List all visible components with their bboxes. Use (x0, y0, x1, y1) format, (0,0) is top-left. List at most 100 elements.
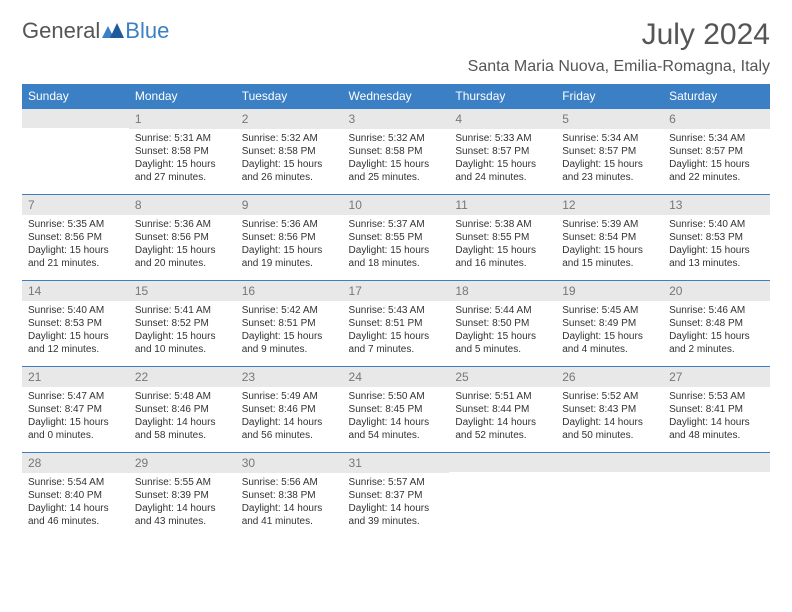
weekday-header: Thursday (449, 84, 556, 109)
sunrise-text: Sunrise: 5:49 AM (242, 390, 337, 403)
sunrise-text: Sunrise: 5:37 AM (349, 218, 444, 231)
daylight-text-2: and 39 minutes. (349, 515, 444, 528)
day-details: Sunrise: 5:51 AMSunset: 8:44 PMDaylight:… (449, 387, 556, 448)
calendar-cell: 22Sunrise: 5:48 AMSunset: 8:46 PMDayligh… (129, 367, 236, 453)
day-number: 13 (663, 195, 770, 215)
day-details: Sunrise: 5:40 AMSunset: 8:53 PMDaylight:… (22, 301, 129, 362)
daylight-text-1: Daylight: 15 hours (349, 330, 444, 343)
sunrise-text: Sunrise: 5:34 AM (669, 132, 764, 145)
daylight-text-1: Daylight: 14 hours (28, 502, 123, 515)
sunrise-text: Sunrise: 5:38 AM (455, 218, 550, 231)
calendar-cell: 27Sunrise: 5:53 AMSunset: 8:41 PMDayligh… (663, 367, 770, 453)
day-number: 30 (236, 453, 343, 473)
sunset-text: Sunset: 8:53 PM (28, 317, 123, 330)
day-details: Sunrise: 5:36 AMSunset: 8:56 PMDaylight:… (129, 215, 236, 276)
sunset-text: Sunset: 8:56 PM (242, 231, 337, 244)
sunset-text: Sunset: 8:41 PM (669, 403, 764, 416)
sunset-text: Sunset: 8:55 PM (349, 231, 444, 244)
day-details: Sunrise: 5:36 AMSunset: 8:56 PMDaylight:… (236, 215, 343, 276)
sunrise-text: Sunrise: 5:35 AM (28, 218, 123, 231)
day-details: Sunrise: 5:57 AMSunset: 8:37 PMDaylight:… (343, 473, 450, 534)
day-number: 11 (449, 195, 556, 215)
daylight-text-2: and 20 minutes. (135, 257, 230, 270)
weekday-header: Tuesday (236, 84, 343, 109)
day-number: 7 (22, 195, 129, 215)
day-details: Sunrise: 5:39 AMSunset: 8:54 PMDaylight:… (556, 215, 663, 276)
calendar-cell: 11Sunrise: 5:38 AMSunset: 8:55 PMDayligh… (449, 195, 556, 281)
logo-text-2: Blue (125, 18, 169, 44)
sunset-text: Sunset: 8:58 PM (349, 145, 444, 158)
daylight-text-2: and 27 minutes. (135, 171, 230, 184)
calendar-cell: 25Sunrise: 5:51 AMSunset: 8:44 PMDayligh… (449, 367, 556, 453)
sunset-text: Sunset: 8:50 PM (455, 317, 550, 330)
daylight-text-1: Daylight: 15 hours (242, 244, 337, 257)
daylight-text-2: and 21 minutes. (28, 257, 123, 270)
sunrise-text: Sunrise: 5:54 AM (28, 476, 123, 489)
sunset-text: Sunset: 8:57 PM (669, 145, 764, 158)
calendar-cell: 9Sunrise: 5:36 AMSunset: 8:56 PMDaylight… (236, 195, 343, 281)
day-number: 27 (663, 367, 770, 387)
calendar-cell (22, 109, 129, 195)
logo: General Blue (22, 18, 169, 44)
day-details: Sunrise: 5:52 AMSunset: 8:43 PMDaylight:… (556, 387, 663, 448)
sunset-text: Sunset: 8:54 PM (562, 231, 657, 244)
calendar-cell (556, 453, 663, 539)
day-number: 17 (343, 281, 450, 301)
calendar-cell: 20Sunrise: 5:46 AMSunset: 8:48 PMDayligh… (663, 281, 770, 367)
daylight-text-2: and 54 minutes. (349, 429, 444, 442)
calendar-cell: 5Sunrise: 5:34 AMSunset: 8:57 PMDaylight… (556, 109, 663, 195)
calendar-cell: 15Sunrise: 5:41 AMSunset: 8:52 PMDayligh… (129, 281, 236, 367)
sunrise-text: Sunrise: 5:47 AM (28, 390, 123, 403)
daylight-text-1: Daylight: 15 hours (562, 244, 657, 257)
calendar-cell: 6Sunrise: 5:34 AMSunset: 8:57 PMDaylight… (663, 109, 770, 195)
day-number: 10 (343, 195, 450, 215)
daylight-text-1: Daylight: 15 hours (242, 330, 337, 343)
sunrise-text: Sunrise: 5:44 AM (455, 304, 550, 317)
sunset-text: Sunset: 8:53 PM (669, 231, 764, 244)
day-number: 22 (129, 367, 236, 387)
calendar-body: 1Sunrise: 5:31 AMSunset: 8:58 PMDaylight… (22, 109, 770, 539)
day-details: Sunrise: 5:37 AMSunset: 8:55 PMDaylight:… (343, 215, 450, 276)
day-number: 19 (556, 281, 663, 301)
daylight-text-2: and 2 minutes. (669, 343, 764, 356)
sunset-text: Sunset: 8:38 PM (242, 489, 337, 502)
calendar-cell (663, 453, 770, 539)
day-number: 23 (236, 367, 343, 387)
day-number: 31 (343, 453, 450, 473)
calendar-cell: 3Sunrise: 5:32 AMSunset: 8:58 PMDaylight… (343, 109, 450, 195)
daylight-text-1: Daylight: 15 hours (455, 330, 550, 343)
calendar-cell: 2Sunrise: 5:32 AMSunset: 8:58 PMDaylight… (236, 109, 343, 195)
sunrise-text: Sunrise: 5:55 AM (135, 476, 230, 489)
daylight-text-2: and 41 minutes. (242, 515, 337, 528)
day-number: 14 (22, 281, 129, 301)
day-number: 15 (129, 281, 236, 301)
daylight-text-1: Daylight: 14 hours (242, 502, 337, 515)
calendar-cell: 29Sunrise: 5:55 AMSunset: 8:39 PMDayligh… (129, 453, 236, 539)
sunrise-text: Sunrise: 5:52 AM (562, 390, 657, 403)
sunset-text: Sunset: 8:51 PM (242, 317, 337, 330)
sunset-text: Sunset: 8:49 PM (562, 317, 657, 330)
logo-text-1: General (22, 18, 100, 44)
sunset-text: Sunset: 8:39 PM (135, 489, 230, 502)
daylight-text-1: Daylight: 15 hours (562, 330, 657, 343)
sunset-text: Sunset: 8:58 PM (242, 145, 337, 158)
sunrise-text: Sunrise: 5:56 AM (242, 476, 337, 489)
daylight-text-1: Daylight: 15 hours (669, 330, 764, 343)
day-details: Sunrise: 5:43 AMSunset: 8:51 PMDaylight:… (343, 301, 450, 362)
calendar-cell: 31Sunrise: 5:57 AMSunset: 8:37 PMDayligh… (343, 453, 450, 539)
sunrise-text: Sunrise: 5:33 AM (455, 132, 550, 145)
day-details: Sunrise: 5:35 AMSunset: 8:56 PMDaylight:… (22, 215, 129, 276)
sunset-text: Sunset: 8:51 PM (349, 317, 444, 330)
day-details: Sunrise: 5:55 AMSunset: 8:39 PMDaylight:… (129, 473, 236, 534)
sunrise-text: Sunrise: 5:40 AM (669, 218, 764, 231)
calendar-cell: 8Sunrise: 5:36 AMSunset: 8:56 PMDaylight… (129, 195, 236, 281)
daylight-text-1: Daylight: 14 hours (562, 416, 657, 429)
daylight-text-1: Daylight: 15 hours (242, 158, 337, 171)
day-number: 12 (556, 195, 663, 215)
daylight-text-1: Daylight: 15 hours (135, 158, 230, 171)
calendar-cell: 19Sunrise: 5:45 AMSunset: 8:49 PMDayligh… (556, 281, 663, 367)
daylight-text-2: and 43 minutes. (135, 515, 230, 528)
daylight-text-2: and 16 minutes. (455, 257, 550, 270)
daylight-text-2: and 0 minutes. (28, 429, 123, 442)
sunset-text: Sunset: 8:47 PM (28, 403, 123, 416)
